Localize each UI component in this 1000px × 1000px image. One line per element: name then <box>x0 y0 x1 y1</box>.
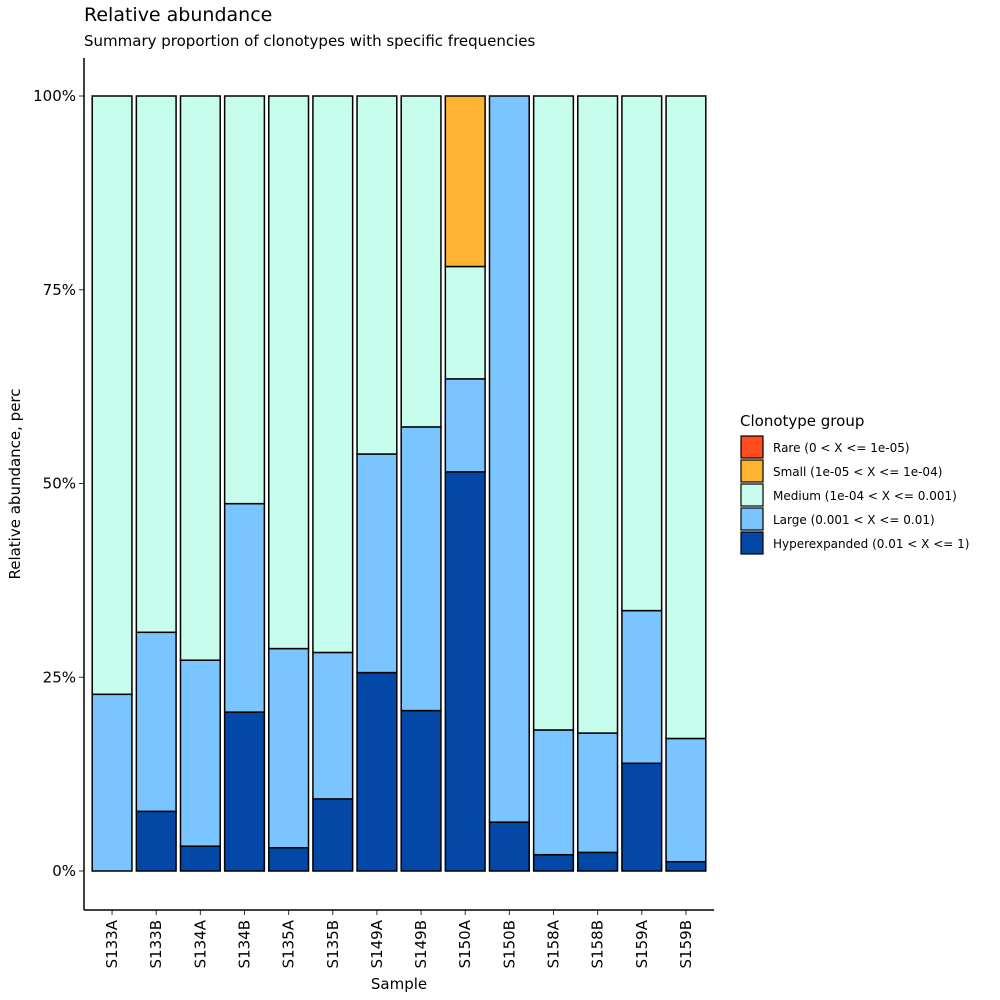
legend-key-0 <box>740 435 764 459</box>
bar-segment-S150B-4 <box>488 821 530 872</box>
x-tick-label-S135A: S135A <box>280 919 298 968</box>
chart-subtitle: Summary proportion of clonotypes with sp… <box>84 32 536 50</box>
bar-segment-S133A-3 <box>91 693 133 872</box>
x-tick-label-S150B: S150B <box>500 920 518 968</box>
x-tick-label-S158A: S158A <box>545 919 563 968</box>
y-tick-label-4: 100% <box>33 87 76 105</box>
bar-segment-S150A-2 <box>444 265 486 380</box>
bar-segment-S133A-2 <box>91 95 133 696</box>
bar-segment-S150A-4 <box>444 471 486 872</box>
legend-label-0: Rare (0 < X <= 1e-05) <box>773 441 910 455</box>
x-axis-title: Sample <box>371 975 427 993</box>
bar-segment-S149B-3 <box>400 426 442 712</box>
y-tick-label-2: 50% <box>43 475 76 493</box>
bar-segment-S159B-4 <box>665 860 707 872</box>
bar-segment-S134A-2 <box>179 95 221 661</box>
bar-segment-S159A-3 <box>621 609 663 765</box>
legend-key-3 <box>740 507 764 531</box>
x-tick-label-S135B: S135B <box>324 920 342 968</box>
bar-segment-S135A-4 <box>268 847 310 872</box>
legend-title: Clonotype group <box>740 412 864 430</box>
bar-segment-S134B-3 <box>223 502 266 713</box>
bar-segment-S149B-4 <box>400 709 442 872</box>
bars-layer <box>91 95 707 872</box>
bar-segment-S135A-2 <box>268 95 310 650</box>
bar-segment-S135B-4 <box>312 798 354 872</box>
x-tick-label-S134A: S134A <box>191 919 209 968</box>
y-tick-label-3: 75% <box>43 281 76 299</box>
legend-label-4: Hyperexpanded (0.01 < X <= 1) <box>773 537 969 551</box>
axes-layer: S133A S133B S134A S134B S135A S135B S149A S149B… <box>33 58 714 968</box>
legend-label-3: Large (0.001 < X <= 0.01) <box>773 513 935 527</box>
x-tick-label-S158B: S158B <box>589 920 607 968</box>
bar-segment-S134B-2 <box>223 95 266 505</box>
bar-segment-S159A-4 <box>621 762 663 872</box>
bar-segment-S159B-3 <box>665 737 707 863</box>
bar-segment-S134B-4 <box>223 711 266 872</box>
x-tick-label-S133A: S133A <box>103 919 121 968</box>
bar-segment-S149A-4 <box>356 671 398 872</box>
bar-segment-S150B-3 <box>488 95 530 823</box>
legend-label-2: Medium (1e-04 < X <= 0.001) <box>773 489 957 503</box>
bar-segment-S159A-2 <box>621 95 663 612</box>
bar-segment-S134A-3 <box>179 659 221 847</box>
x-tick-label-S134B: S134B <box>236 920 254 968</box>
chart-title: Relative abundance <box>84 4 273 26</box>
legend-key-1 <box>740 459 764 483</box>
x-tick-label-S159B: S159B <box>677 920 695 968</box>
y-axis-title: Relative abundance, perc <box>6 388 24 579</box>
legend-label-1: Small (1e-05 < X <= 1e-04) <box>773 465 942 479</box>
x-tick-label-S159A: S159A <box>633 919 651 968</box>
bar-segment-S133B-2 <box>135 95 177 634</box>
legend-key-4 <box>740 531 764 555</box>
bar-segment-S158A-4 <box>532 853 575 872</box>
bar-segment-S149A-2 <box>356 95 398 455</box>
bar-segment-S158B-2 <box>577 95 619 734</box>
bar-segment-S150A-1 <box>444 95 486 268</box>
legend: Clonotype group Rare (0 < X <= 1e-05) Sma… <box>740 412 969 555</box>
bar-segment-S134A-4 <box>179 845 221 872</box>
x-tick-label-S133B: S133B <box>147 920 165 968</box>
legend-key-2 <box>740 483 764 507</box>
x-tick-label-S149A: S149A <box>368 919 386 968</box>
bar-segment-S135B-2 <box>312 95 354 654</box>
bar-segment-S149B-2 <box>400 95 442 428</box>
bar-segment-S150A-3 <box>444 378 486 473</box>
bar-segment-S149A-3 <box>356 453 398 674</box>
bar-segment-S158A-3 <box>532 729 575 856</box>
bar-segment-S158B-4 <box>577 851 619 872</box>
y-tick-label-0: 0% <box>52 862 76 880</box>
bar-segment-S133B-3 <box>135 631 177 813</box>
bar-segment-S133B-4 <box>135 810 177 872</box>
bar-segment-S158B-3 <box>577 732 619 854</box>
y-tick-label-1: 25% <box>43 668 76 686</box>
x-tick-label-S150A: S150A <box>456 919 474 968</box>
x-tick-label-S149B: S149B <box>412 920 430 968</box>
bar-segment-S135B-3 <box>312 651 354 800</box>
bar-segment-S159B-2 <box>665 95 707 740</box>
bar-segment-S158A-2 <box>532 95 575 731</box>
bar-segment-S135A-3 <box>268 647 310 849</box>
